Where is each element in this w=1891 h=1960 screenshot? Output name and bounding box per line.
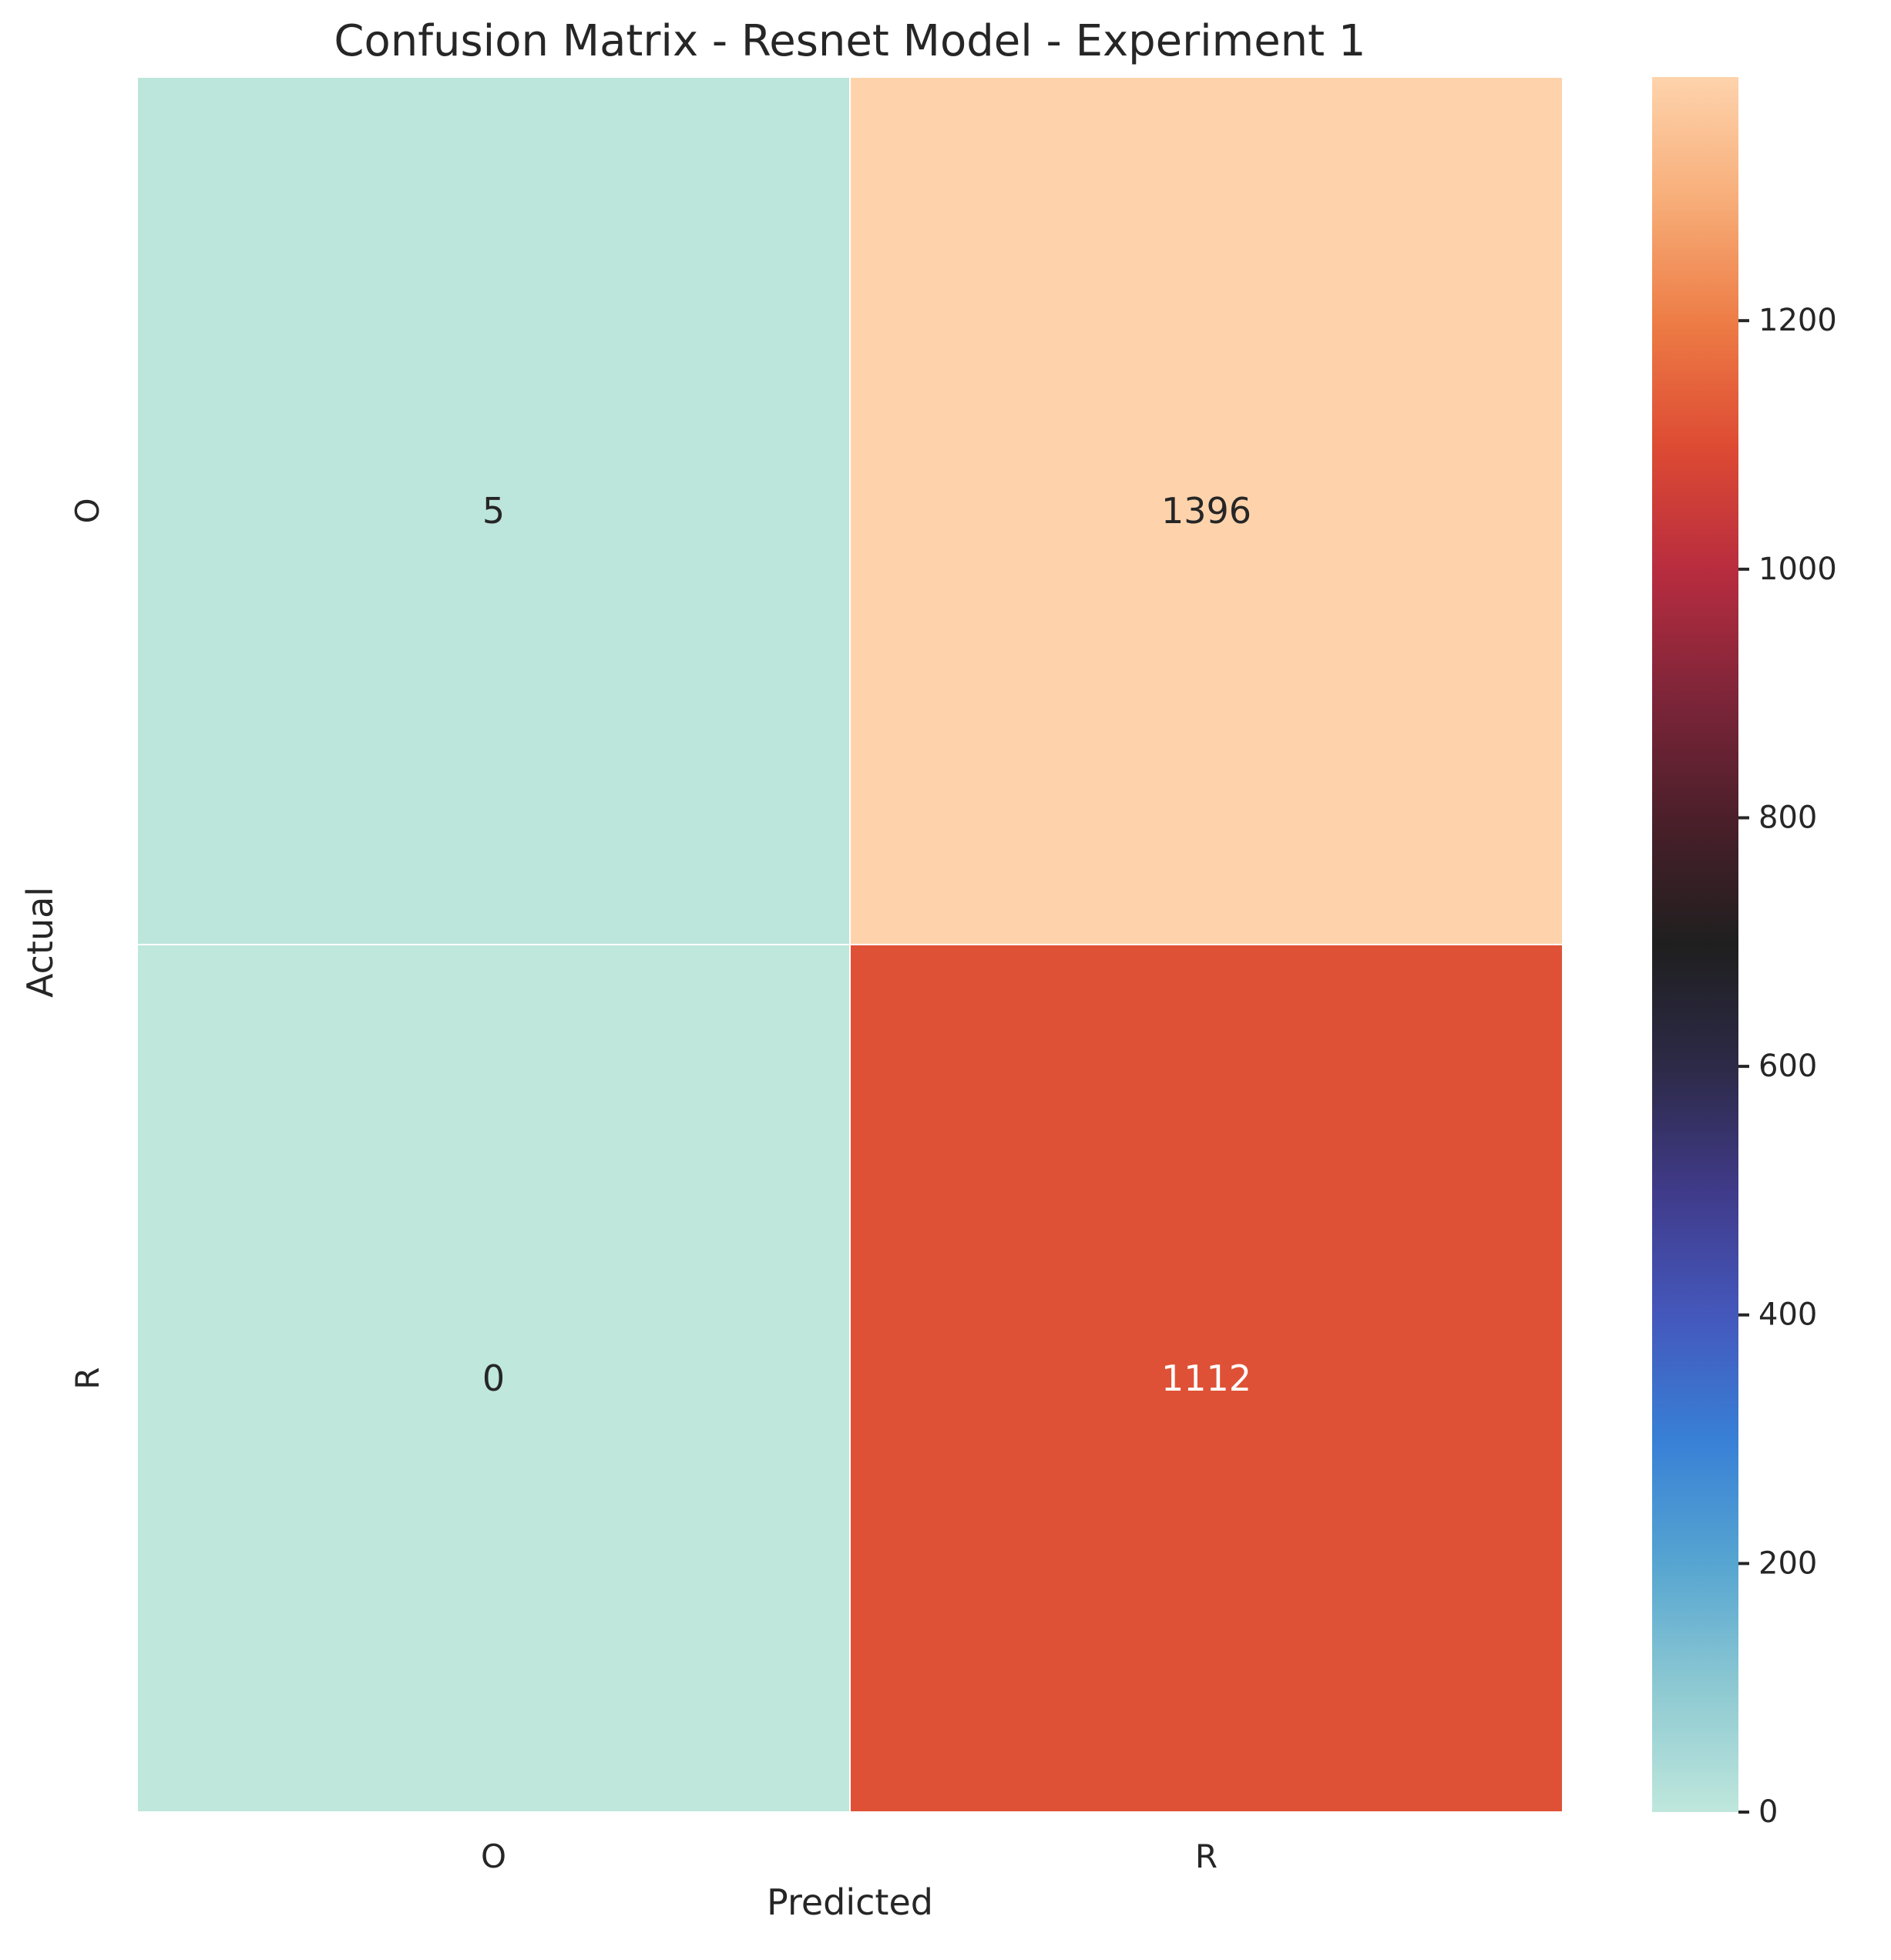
y-axis-label: Actual xyxy=(19,887,61,998)
heatmap-cell-label: 1112 xyxy=(1161,1358,1251,1399)
colorbar-tick-label: 1200 xyxy=(1758,303,1837,338)
colorbar-tick-label: 800 xyxy=(1758,800,1817,835)
y-tick-label: R xyxy=(69,1367,106,1389)
colorbar xyxy=(1652,77,1738,1812)
heatmap-cell xyxy=(136,944,851,1813)
chart-title: Confusion Matrix - Resnet Model - Experi… xyxy=(334,16,1365,66)
colorbar-ticks: 0 200 400 600 800 1000 1200 xyxy=(1738,303,1837,1830)
heatmap-cells xyxy=(136,76,1564,1813)
x-tick-label: R xyxy=(1195,1838,1218,1875)
y-axis-ticks: OR xyxy=(69,498,106,1389)
colorbar-tick-label: 400 xyxy=(1758,1297,1817,1333)
y-tick-label: O xyxy=(69,498,106,523)
heatmap-cell-label: 5 xyxy=(482,490,505,532)
x-axis-label: Predicted xyxy=(767,1881,933,1923)
heatmap-cell xyxy=(136,76,851,945)
heatmap-cell-label: 0 xyxy=(482,1358,505,1399)
heatmap-cell xyxy=(849,944,1564,1813)
colorbar-tick-label: 1000 xyxy=(1758,552,1837,587)
colorbar-tick-label: 0 xyxy=(1758,1794,1778,1830)
x-tick-label: O xyxy=(481,1838,506,1875)
colorbar-tick-label: 600 xyxy=(1758,1049,1817,1084)
colorbar-tick-label: 200 xyxy=(1758,1546,1817,1581)
heatmap-cell xyxy=(849,76,1564,945)
heatmap-cell-labels: 5 1396 0 1112 xyxy=(482,490,1251,1399)
heatmap-cell-label: 1396 xyxy=(1161,490,1251,532)
